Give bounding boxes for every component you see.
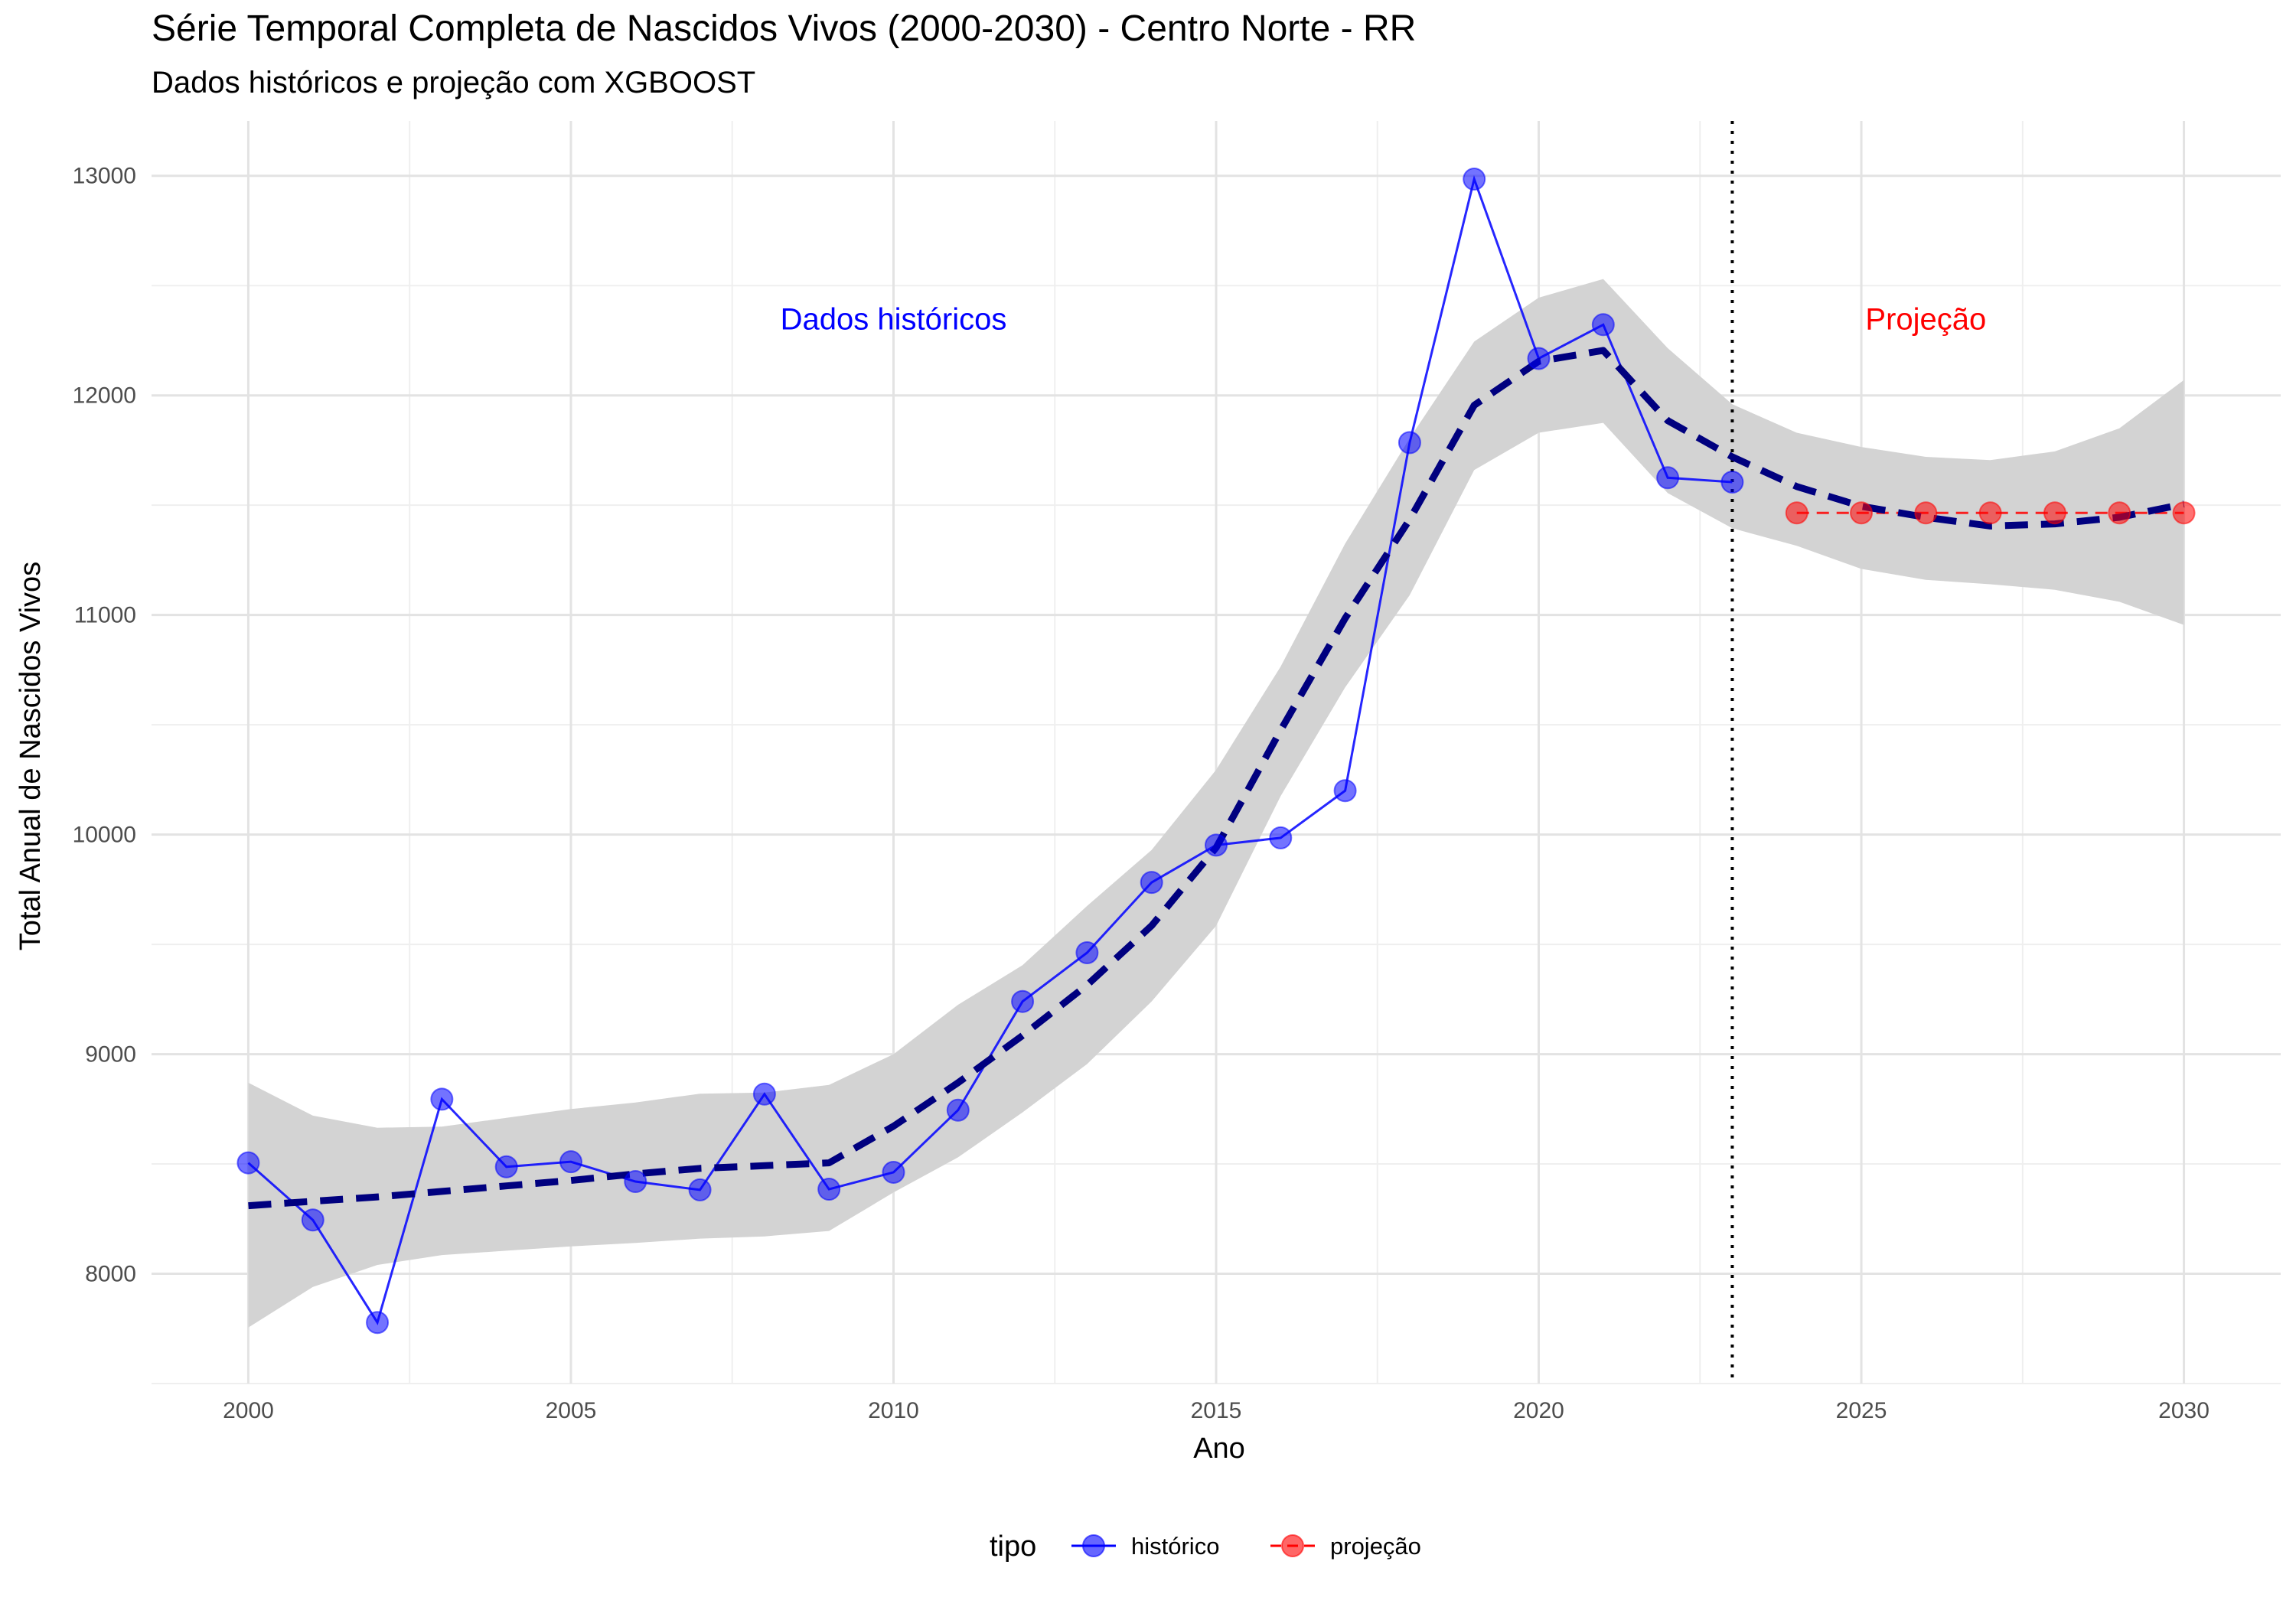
point-historico-2019 <box>1463 168 1486 191</box>
point-historico-2001 <box>301 1208 325 1232</box>
grid-major <box>152 121 2281 1384</box>
legend: tipo histórico projeção <box>990 1530 1421 1563</box>
point-historico-2012 <box>1011 989 1035 1013</box>
confidence-band <box>248 279 2184 1328</box>
point-projecao-2029 <box>2108 501 2131 525</box>
point-historico-2002 <box>366 1311 390 1335</box>
y-tick-label: 10000 <box>73 823 136 848</box>
point-projecao-2030 <box>2172 501 2196 525</box>
y-tick-label: 11000 <box>74 603 136 628</box>
x-tick-label: 2000 <box>223 1398 274 1423</box>
x-axis-title: Ano <box>1193 1433 1245 1465</box>
legend-title: tipo <box>990 1530 1036 1563</box>
chart-subtitle: Dados históricos e projeção com XGBOOST <box>152 66 756 99</box>
legend-key-point <box>1082 1534 1105 1557</box>
y-tick-label: 12000 <box>73 383 136 409</box>
data-points <box>236 168 2196 1335</box>
point-historico-2000 <box>236 1151 260 1175</box>
point-projecao-2025 <box>1850 501 1874 525</box>
point-projecao-2027 <box>1978 501 2002 525</box>
x-tick-labels: 2000 2005 2010 2015 2020 2025 2030 <box>223 1398 2210 1423</box>
point-historico-2006 <box>624 1170 647 1193</box>
point-historico-2007 <box>688 1178 712 1201</box>
chart-title: Série Temporal Completa de Nascidos Vivo… <box>152 8 1417 49</box>
point-historico-2011 <box>946 1098 970 1122</box>
point-historico-2013 <box>1075 940 1099 964</box>
x-tick-label: 2015 <box>1191 1398 1242 1423</box>
point-projecao-2024 <box>1785 501 1808 525</box>
x-tick-label: 2025 <box>1836 1398 1887 1423</box>
point-historico-2003 <box>430 1087 454 1111</box>
point-historico-2018 <box>1397 431 1421 455</box>
legend-label: histórico <box>1131 1533 1219 1560</box>
point-historico-2020 <box>1527 347 1551 370</box>
point-historico-2016 <box>1269 826 1293 849</box>
point-historico-2023 <box>1720 471 1744 494</box>
point-historico-2004 <box>494 1155 518 1178</box>
y-tick-label: 8000 <box>85 1262 136 1287</box>
confidence-band-area <box>248 279 2184 1328</box>
point-historico-2017 <box>1333 779 1357 803</box>
point-historico-2014 <box>1140 871 1163 895</box>
legend-key-point <box>1281 1534 1304 1557</box>
y-axis-title: Total Anual de Nascidos Vivos <box>15 562 47 950</box>
point-historico-2021 <box>1591 313 1615 337</box>
legend-label: projeção <box>1330 1533 1421 1560</box>
y-tick-label: 13000 <box>73 164 136 189</box>
annotation-0: Dados históricos <box>781 303 1007 337</box>
point-historico-2008 <box>752 1082 776 1106</box>
annotations: Dados históricos Projeção <box>781 303 1987 337</box>
point-historico-2010 <box>882 1160 905 1184</box>
point-projecao-2026 <box>1914 501 1938 525</box>
point-projecao-2028 <box>2043 501 2066 525</box>
annotation-1: Projeção <box>1865 303 1986 337</box>
x-tick-label: 2010 <box>868 1398 919 1423</box>
point-historico-2009 <box>817 1178 841 1201</box>
y-tick-label: 9000 <box>85 1042 136 1068</box>
point-historico-2015 <box>1205 833 1228 857</box>
point-historico-2005 <box>559 1150 582 1174</box>
y-tick-labels: 8000 9000 10000 11000 12000 13000 <box>73 164 136 1287</box>
x-tick-label: 2020 <box>1513 1398 1564 1423</box>
point-historico-2022 <box>1656 466 1680 490</box>
x-tick-label: 2005 <box>546 1398 597 1423</box>
x-tick-label: 2030 <box>2158 1398 2210 1423</box>
